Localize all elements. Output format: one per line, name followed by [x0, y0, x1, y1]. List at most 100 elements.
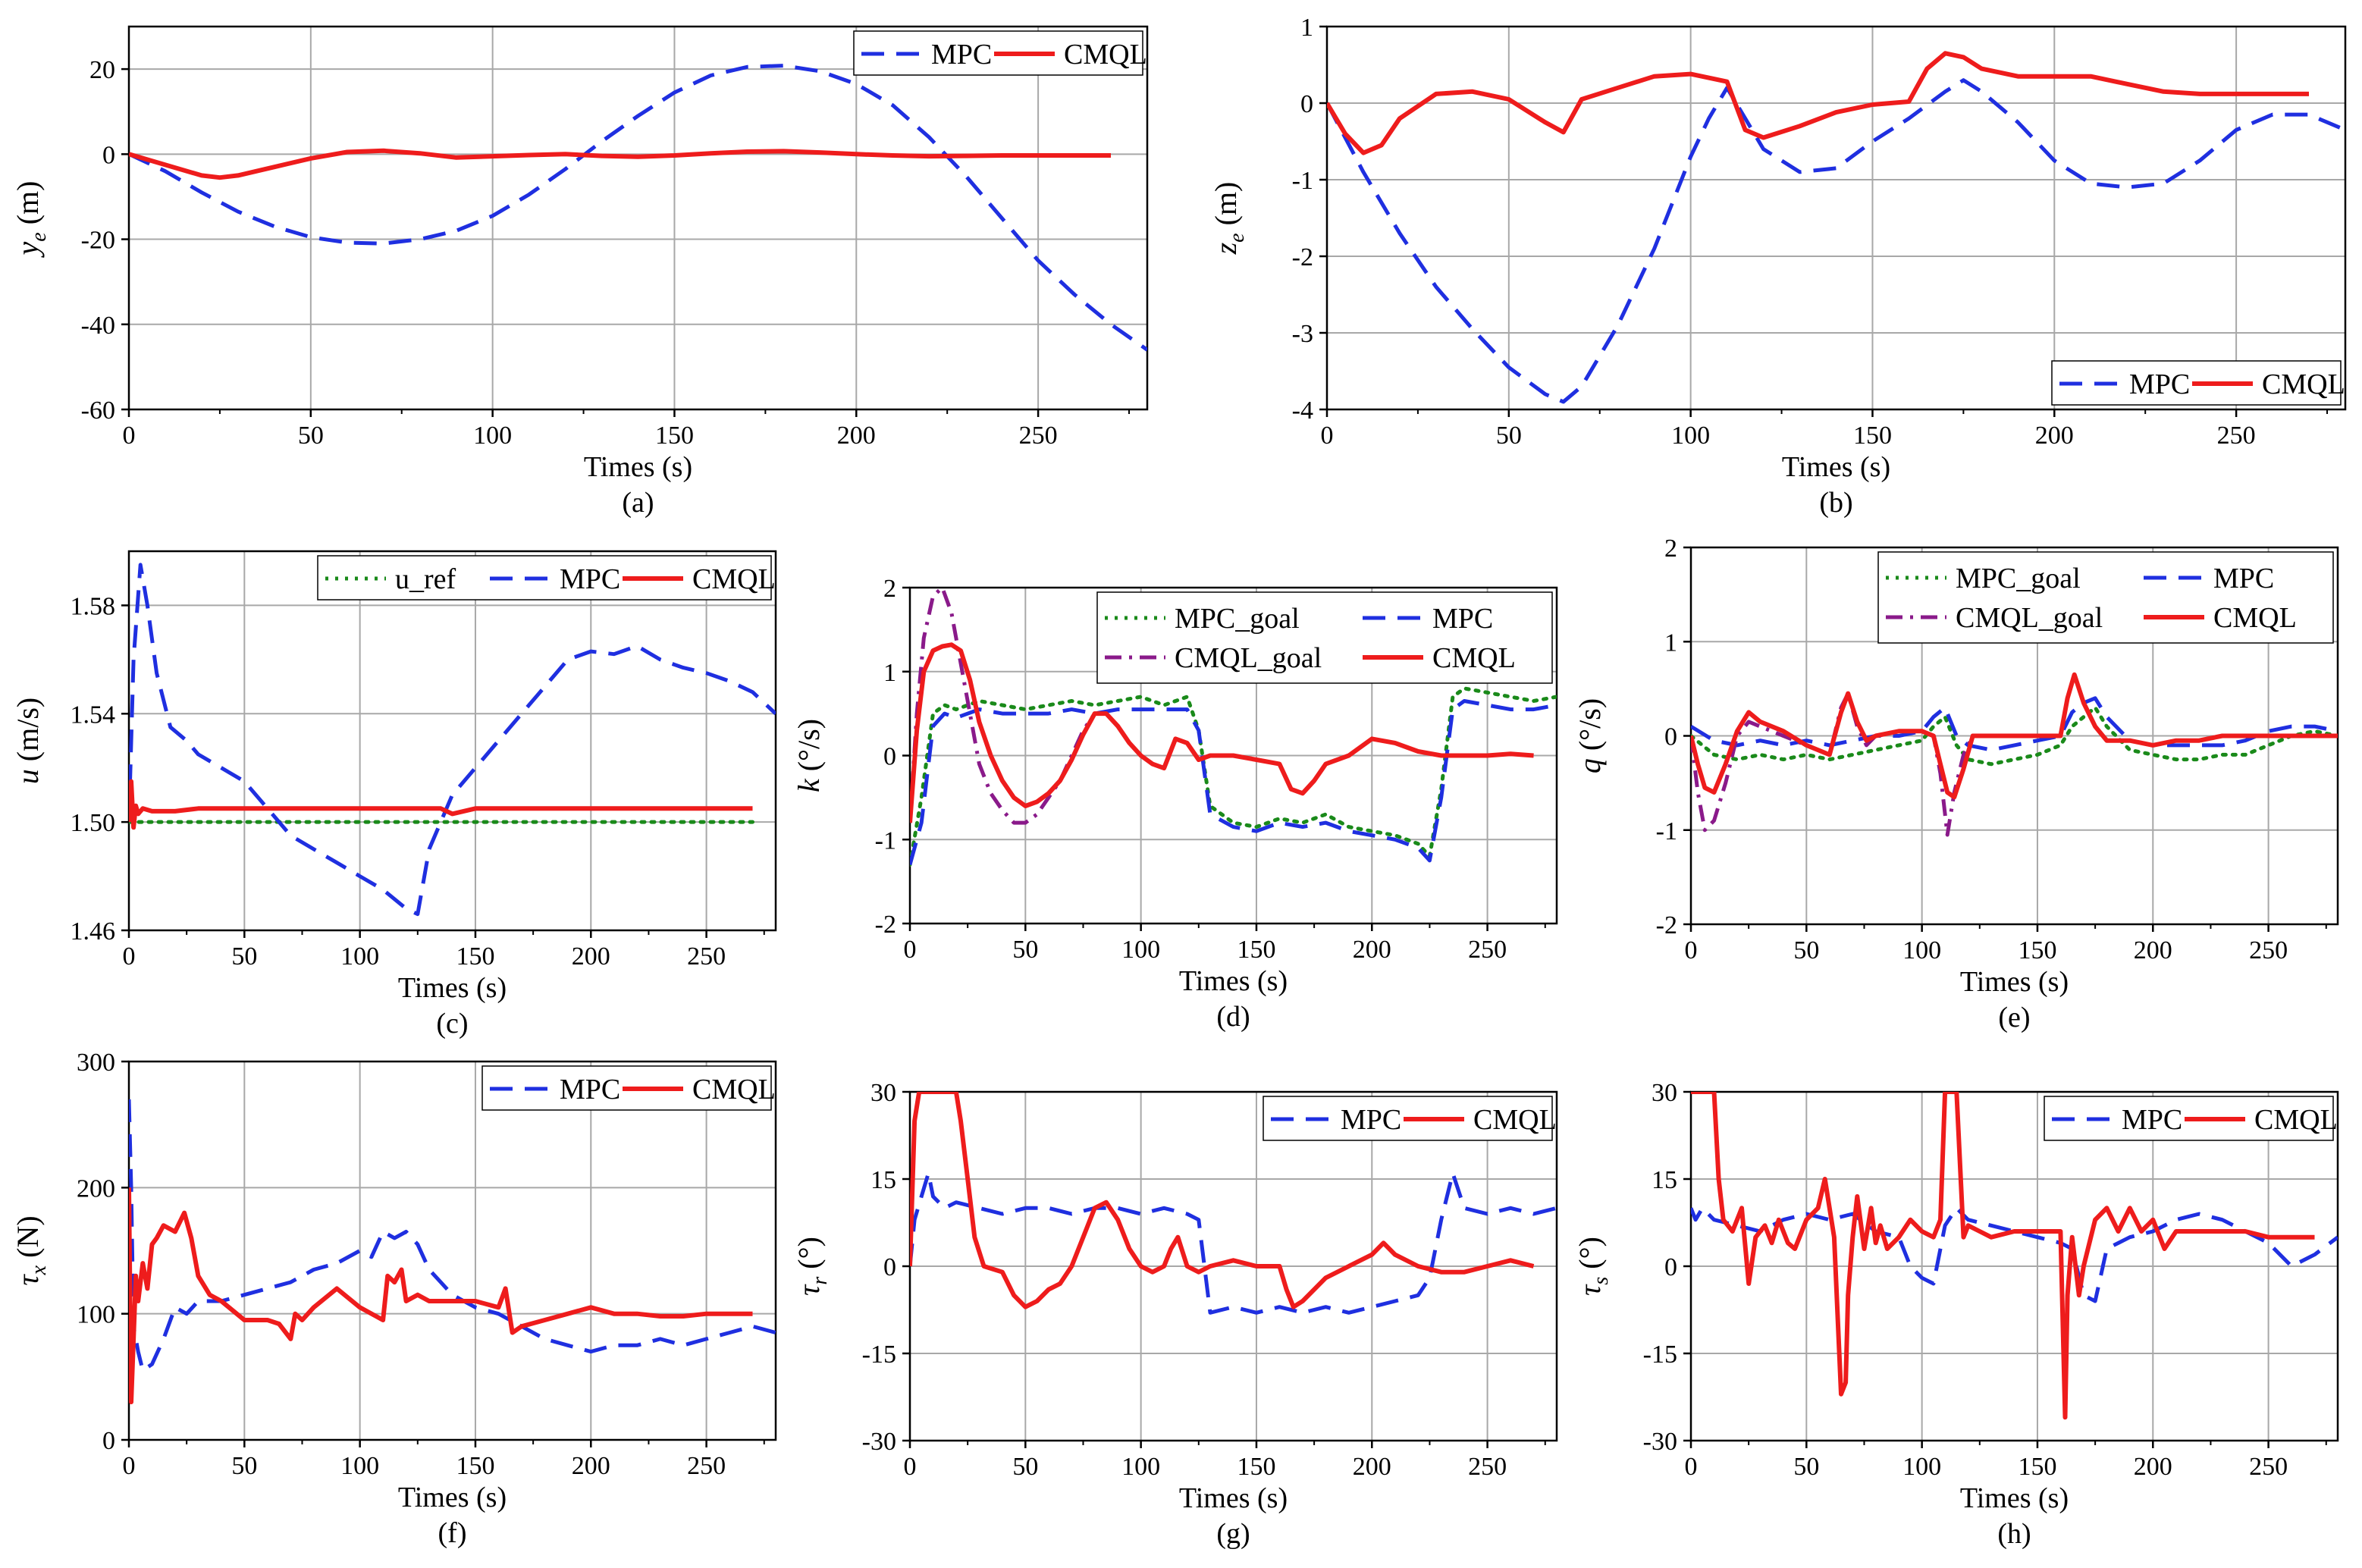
y-tick-label: -30 [862, 1428, 896, 1456]
legend-label-mpc-goal: MPC_goal [1956, 563, 2081, 594]
x-tick-label: 50 [1496, 422, 1522, 450]
y-tick-label: 200 [77, 1174, 115, 1203]
legend: MPC CMQL [2051, 360, 2345, 406]
chart-b: 0 50 100 150 200 250 -4 -3 -2 -1 0 1 Times (s) (b) ze … [1209, 14, 2347, 519]
series-line-mpc [129, 563, 776, 917]
y-axis-label: q (°/s) [1573, 698, 1607, 773]
legend-label-cmql: CMQL [2213, 602, 2297, 634]
y-tick-label: 1 [1664, 629, 1677, 657]
panel-caption: (f) [438, 1517, 467, 1549]
series-line-mpc-goal [910, 686, 1557, 867]
legend-label-mpc: MPC [2122, 1104, 2182, 1136]
series-line-mpc [129, 1099, 776, 1372]
x-tick-label: 200 [2035, 422, 2074, 450]
y-axis-label: τs (°) [1573, 1237, 1613, 1296]
panel-caption: (d) [1216, 1001, 1250, 1033]
x-tick-label: 150 [1237, 936, 1275, 964]
series-line-mpc [1327, 78, 2345, 404]
x-tick-label: 250 [687, 1452, 726, 1480]
x-tick-label: 200 [2134, 936, 2172, 964]
legend-label-cmql-goal: CMQL_goal [1175, 642, 1322, 674]
y-tick-label: 0 [883, 1253, 896, 1281]
x-tick-label: 100 [340, 942, 379, 971]
legend-label-mpc: MPC [2213, 563, 2274, 594]
x-tick-label: 0 [1321, 422, 1334, 450]
x-tick-label: 0 [904, 1453, 917, 1481]
x-tick-label: 50 [231, 942, 257, 971]
series-group [129, 64, 1147, 352]
panel-caption: (g) [1216, 1518, 1250, 1550]
y-tick-label: 0 [1664, 1253, 1677, 1281]
x-tick-label: 200 [572, 1452, 610, 1480]
x-tick-label: 200 [1353, 936, 1391, 964]
series-line-cmql [129, 1187, 753, 1405]
x-tick-label: 200 [1353, 1453, 1391, 1481]
y-tick-label: -20 [81, 227, 115, 255]
legend-label-u-ref: u_ref [395, 563, 456, 595]
x-axis-label: Times (s) [1179, 965, 1288, 997]
plot-frame [127, 25, 1149, 411]
x-axis-label: Times (s) [1960, 1482, 2069, 1514]
x-axis-label: Times (s) [1179, 1482, 1288, 1514]
y-tick-label: -40 [81, 312, 115, 340]
y-tick-label: 1.58 [71, 592, 116, 620]
y-axis-label: k (°/s) [792, 719, 826, 792]
x-tick-label: 50 [231, 1452, 257, 1480]
y-axis-label: τr (°) [792, 1237, 832, 1296]
legend-label-cmql: CMQL [692, 1074, 776, 1105]
series-line-cmql [1691, 672, 2338, 800]
series-line-cmql [1691, 1092, 2315, 1420]
x-tick-label: 100 [1121, 1453, 1160, 1481]
y-tick-label: 300 [77, 1049, 115, 1077]
series-line-mpc [129, 64, 1147, 352]
legend-box [1096, 591, 1553, 684]
legend: MPC CMQL [853, 30, 1147, 76]
x-tick-label: 250 [1468, 936, 1507, 964]
x-tick-label: 150 [655, 422, 694, 450]
x-tick-label: 0 [123, 422, 136, 450]
legend-label-cmql-goal: CMQL_goal [1956, 602, 2103, 634]
y-tick-label: 1 [883, 659, 896, 687]
x-tick-label: 100 [1902, 1453, 1941, 1481]
x-tick-label: 100 [473, 422, 512, 450]
legend-box [1877, 551, 2334, 644]
y-tick-label: -3 [1292, 320, 1313, 348]
panel-caption: (h) [1997, 1518, 2031, 1550]
x-tick-label: 50 [1793, 1453, 1819, 1481]
plot-frame [127, 550, 777, 932]
y-tick-label: 0 [883, 743, 896, 771]
y-tick-label: 15 [1652, 1166, 1677, 1194]
chart-d: 0 50 100 150 200 250 -2 -1 0 1 2 Times (s) (d) k (°/s… [792, 575, 1558, 1033]
legend: MPC_goal MPC CMQL_goal CMQL [1096, 591, 1553, 684]
chart-h: 0 50 100 150 200 250 -30 -15 0 15 30 Times (s) (h) τs… [1573, 1079, 2339, 1550]
plot-frame [1325, 25, 2347, 411]
y-tick-label: 2 [883, 575, 896, 603]
series-line-mpc [1691, 1206, 2338, 1303]
series-line-cmql [910, 1092, 1535, 1309]
y-tick-label: 100 [77, 1301, 115, 1329]
x-axis-label: Times (s) [584, 451, 692, 483]
series-line-cmql [1327, 51, 2309, 155]
x-tick-label: 250 [2249, 1453, 2288, 1481]
x-tick-label: 150 [456, 942, 494, 971]
legend-label-cmql: CMQL [2254, 1104, 2338, 1136]
y-tick-label: 1.46 [71, 917, 116, 946]
y-tick-label: 20 [89, 56, 115, 84]
x-tick-label: 150 [2018, 936, 2056, 964]
y-axis-label: u (m/s) [11, 698, 45, 784]
chart-e: 0 50 100 150 200 250 -2 -1 0 1 2 Times (s) (e) q (°/s… [1573, 535, 2339, 1033]
legend-label-cmql: CMQL [2262, 368, 2345, 400]
legend-label-mpc: MPC [931, 39, 992, 71]
y-tick-label: -15 [862, 1341, 896, 1369]
y-tick-label: 0 [1664, 723, 1677, 751]
y-tick-label: -2 [1656, 911, 1677, 939]
legend: MPC_goal MPC CMQL_goal CMQL [1877, 551, 2334, 644]
x-tick-label: 250 [2217, 422, 2256, 450]
x-tick-label: 0 [123, 1452, 136, 1480]
x-tick-label: 50 [1793, 936, 1819, 964]
y-tick-label: 0 [1300, 90, 1313, 118]
legend-label-cmql: CMQL [1432, 642, 1516, 674]
y-tick-label: -2 [875, 911, 896, 939]
